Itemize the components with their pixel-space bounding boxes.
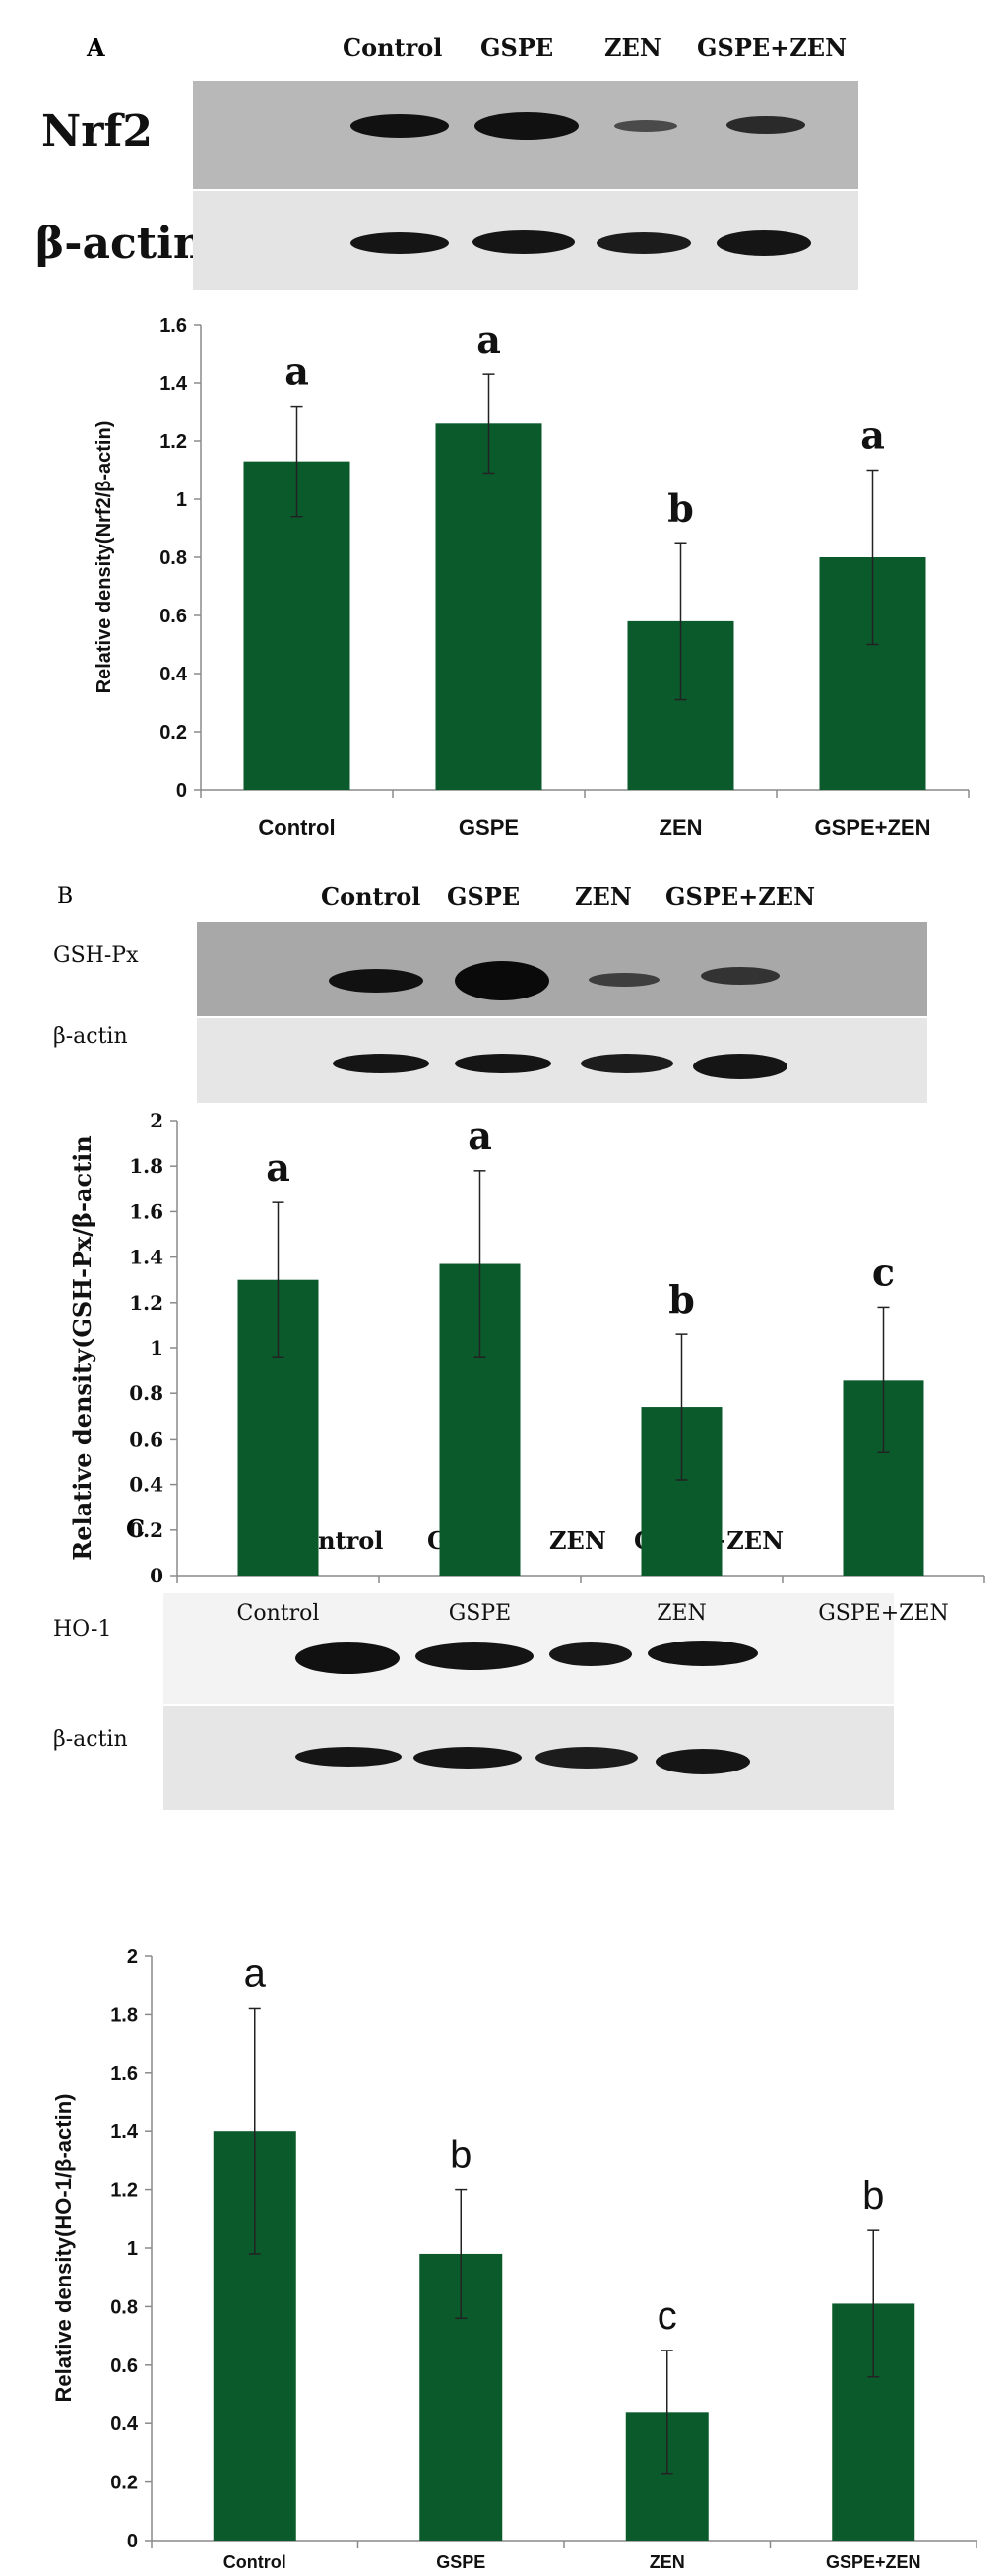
blot-band (589, 973, 660, 987)
blot-row-label-beta-actin: β-actin (53, 1024, 128, 1049)
blot-lane-label: ZEN (575, 882, 632, 911)
blot-lane-label: Control (321, 882, 421, 911)
blot-row-label-ho-1: HO-1 (53, 1617, 112, 1642)
blot-band (474, 112, 579, 140)
blot-band (350, 232, 449, 254)
y-tick-label: 1.2 (159, 431, 187, 453)
blot-band (333, 1054, 429, 1073)
y-tick-label: 0.4 (159, 664, 188, 685)
blot-row-label-nrf2: Nrf2 (41, 106, 153, 157)
blot-band (597, 232, 691, 254)
blot-lane-label: Control (343, 33, 443, 62)
blot-band (656, 1749, 750, 1774)
significance-letter: b (667, 485, 694, 530)
blot-lane-label: GSPE+ZEN (697, 33, 848, 62)
blot-band (717, 230, 811, 256)
blot-row-label-beta-actin: β-actin (35, 219, 205, 269)
blot-lane-label: ZEN (549, 1526, 606, 1555)
blot-band (413, 1747, 522, 1769)
blot-band (648, 1641, 758, 1666)
y-tick-label: 1.6 (159, 315, 187, 337)
y-tick-label: 0.6 (159, 606, 187, 627)
western-blot-strip-gsh-px (197, 922, 927, 1016)
panel-label-a: A (87, 33, 105, 62)
blot-band (350, 114, 449, 138)
blot-row-label-beta-actin: β-actin (53, 1727, 128, 1752)
blot-band (701, 967, 780, 985)
western-blot-strip-beta-actin (163, 1706, 894, 1810)
x-tick-label: ZEN (660, 815, 703, 840)
y-tick-label: 1.4 (159, 373, 188, 395)
blot-band (295, 1642, 400, 1674)
panel-label-c: C (126, 1514, 146, 1543)
x-tick-label: GSPE+ZEN (815, 815, 931, 840)
y-tick-label: 0.2 (159, 722, 187, 743)
blot-band (614, 120, 677, 132)
blot-band (693, 1054, 788, 1079)
blot-band (329, 969, 423, 993)
significance-letter: a (476, 317, 501, 361)
bar (435, 423, 542, 790)
blot-lane-label: GSPE (480, 33, 554, 62)
blot-band (536, 1747, 638, 1769)
blot-lane-label: ZEN (604, 33, 662, 62)
y-tick-label: 1 (176, 489, 187, 511)
panel-label-b: B (57, 884, 74, 909)
western-blot-strip-ho-1 (163, 1593, 894, 1704)
western-blot-strip-nrf2 (193, 81, 858, 189)
y-tick-label: 0 (176, 780, 187, 802)
blot-lane-label: GSPE (447, 882, 521, 911)
y-axis-label: Relative density(Nrf2/β-actin) (94, 421, 115, 694)
x-tick-label: Control (258, 815, 335, 840)
blot-band (549, 1642, 632, 1666)
blot-band (581, 1054, 673, 1073)
blot-band (726, 116, 805, 134)
significance-letter: a (284, 350, 309, 394)
blot-band (472, 230, 575, 254)
y-tick-label: 0.8 (159, 547, 187, 569)
western-blot-strip-beta-actin (193, 191, 858, 290)
blot-row-label-gsh-px: GSH-Px (53, 943, 139, 968)
significance-letter: a (860, 414, 885, 458)
blot-band (295, 1747, 402, 1767)
blot-band (415, 1642, 534, 1670)
blot-band (455, 961, 549, 1000)
x-tick-label: GSPE (459, 815, 519, 840)
blot-band (455, 1054, 551, 1073)
western-blot-strip-beta-actin (197, 1018, 927, 1103)
blot-lane-label: GSPE+ZEN (665, 882, 816, 911)
